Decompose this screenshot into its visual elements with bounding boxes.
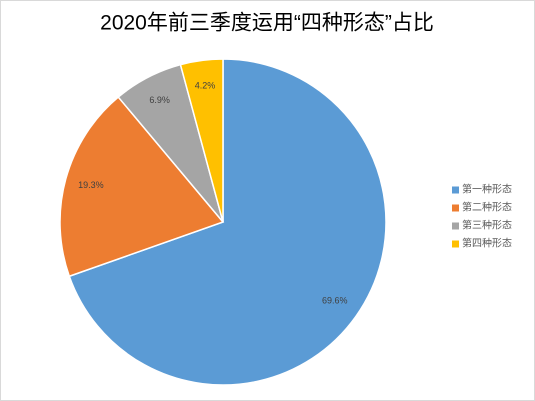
legend-swatch: [452, 240, 459, 248]
data-label: 19.3%: [78, 180, 104, 190]
legend-label: 第三种形态: [462, 219, 512, 232]
legend-swatch: [452, 186, 459, 194]
data-label: 69.6%: [322, 295, 348, 305]
legend-label: 第一种形态: [462, 183, 512, 196]
data-label: 4.2%: [195, 81, 216, 91]
pie-slice: [179, 58, 224, 223]
legend-label: 第二种形态: [462, 201, 512, 214]
pie-slice: [59, 96, 225, 278]
legend-swatch: [452, 204, 459, 212]
legend-label: 第四种形态: [462, 237, 512, 250]
chart-title: 2020年前三季度运用“四种形态”占比: [100, 12, 434, 35]
data-label: 6.9%: [149, 95, 170, 105]
pie-slice: [68, 58, 387, 386]
legend-swatch: [452, 222, 459, 230]
